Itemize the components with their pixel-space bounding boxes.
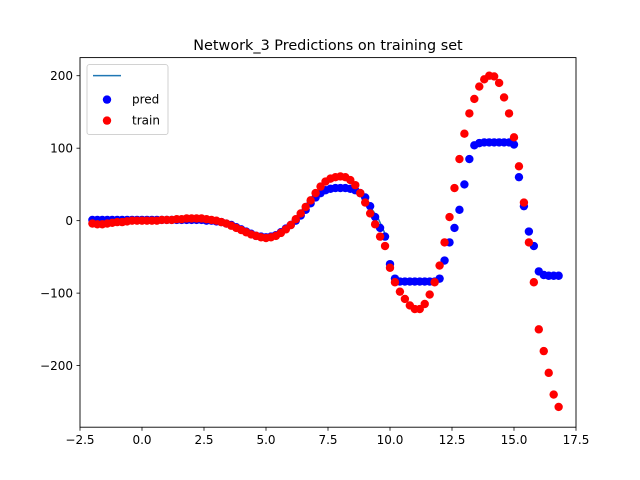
train-point [420, 299, 429, 309]
y-tick-label: −200 [40, 359, 73, 373]
train-point [291, 215, 300, 224]
pred-point [514, 172, 524, 182]
legend-train-label: train [132, 114, 160, 128]
x-tick-label: 10.0 [377, 433, 404, 447]
train-point [286, 220, 295, 230]
train-point [311, 188, 320, 198]
chart-title: Network_3 Predictions on training set [193, 38, 463, 54]
train-point [301, 202, 310, 212]
x-tick-label: 15.0 [501, 433, 528, 447]
train-point [504, 109, 514, 118]
axes: −2.5 0.0 2.5 5.0 7.5 10.0 12.5 15.0 17.5 −200 −100… [40, 69, 589, 447]
train-point [460, 129, 469, 138]
train-point [361, 198, 370, 207]
x-tick-label: 2.5 [194, 433, 213, 447]
data-marks [88, 71, 563, 412]
x-tick-label: −2.5 [65, 433, 94, 447]
legend-train-swatch [102, 116, 112, 125]
y-tick-label: 200 [50, 69, 73, 83]
train-point [440, 238, 449, 247]
train-point [380, 241, 390, 251]
train-point [370, 220, 380, 229]
train-point [395, 287, 405, 296]
y-tick-label: −100 [40, 286, 73, 300]
train-point [475, 82, 484, 91]
train-point [450, 183, 459, 193]
legend: pred train [86, 64, 169, 136]
train-point [489, 72, 499, 81]
pred-point [554, 271, 563, 280]
legend-pred-swatch [102, 95, 112, 104]
train-point [494, 78, 504, 88]
train-point [524, 238, 534, 247]
pred-point [509, 140, 519, 149]
train-point [306, 196, 315, 205]
y-tick-label: 0 [65, 214, 73, 228]
series-train [88, 71, 563, 412]
train-point [400, 294, 410, 304]
train-point [549, 390, 558, 399]
pred-point [460, 180, 469, 189]
x-tick-label: 17.5 [563, 433, 590, 447]
train-point [465, 109, 474, 118]
train-point [390, 278, 400, 287]
train-point [435, 261, 444, 270]
train-point [375, 232, 385, 241]
x-tick-label: 0.0 [132, 433, 151, 447]
plot-area [88, 71, 563, 412]
x-tick-label: 7.5 [318, 433, 337, 447]
y-tick-label: 100 [50, 141, 73, 155]
x-tick-label: 12.5 [439, 433, 466, 447]
train-point [499, 93, 509, 102]
train-point [430, 278, 439, 287]
pred-point [524, 227, 534, 236]
pred-point [455, 205, 464, 214]
train-point [385, 263, 395, 272]
pred-point [450, 223, 459, 233]
train-point [539, 346, 548, 356]
train-point [365, 209, 375, 218]
train-point [509, 133, 519, 142]
pred-point [465, 154, 474, 164]
train-point [519, 198, 529, 207]
legend-pred-label: pred [132, 93, 159, 107]
train-point [514, 162, 524, 171]
train-point [534, 325, 543, 334]
train-point [296, 209, 305, 218]
train-point [445, 212, 454, 222]
train-point [356, 188, 365, 198]
train-point [425, 290, 434, 299]
train-point [529, 278, 539, 287]
train-point [455, 154, 464, 164]
train-point [554, 402, 563, 412]
train-point [544, 368, 553, 378]
train-point [351, 180, 360, 190]
x-tick-label: 5.0 [256, 433, 275, 447]
train-point [470, 94, 479, 104]
